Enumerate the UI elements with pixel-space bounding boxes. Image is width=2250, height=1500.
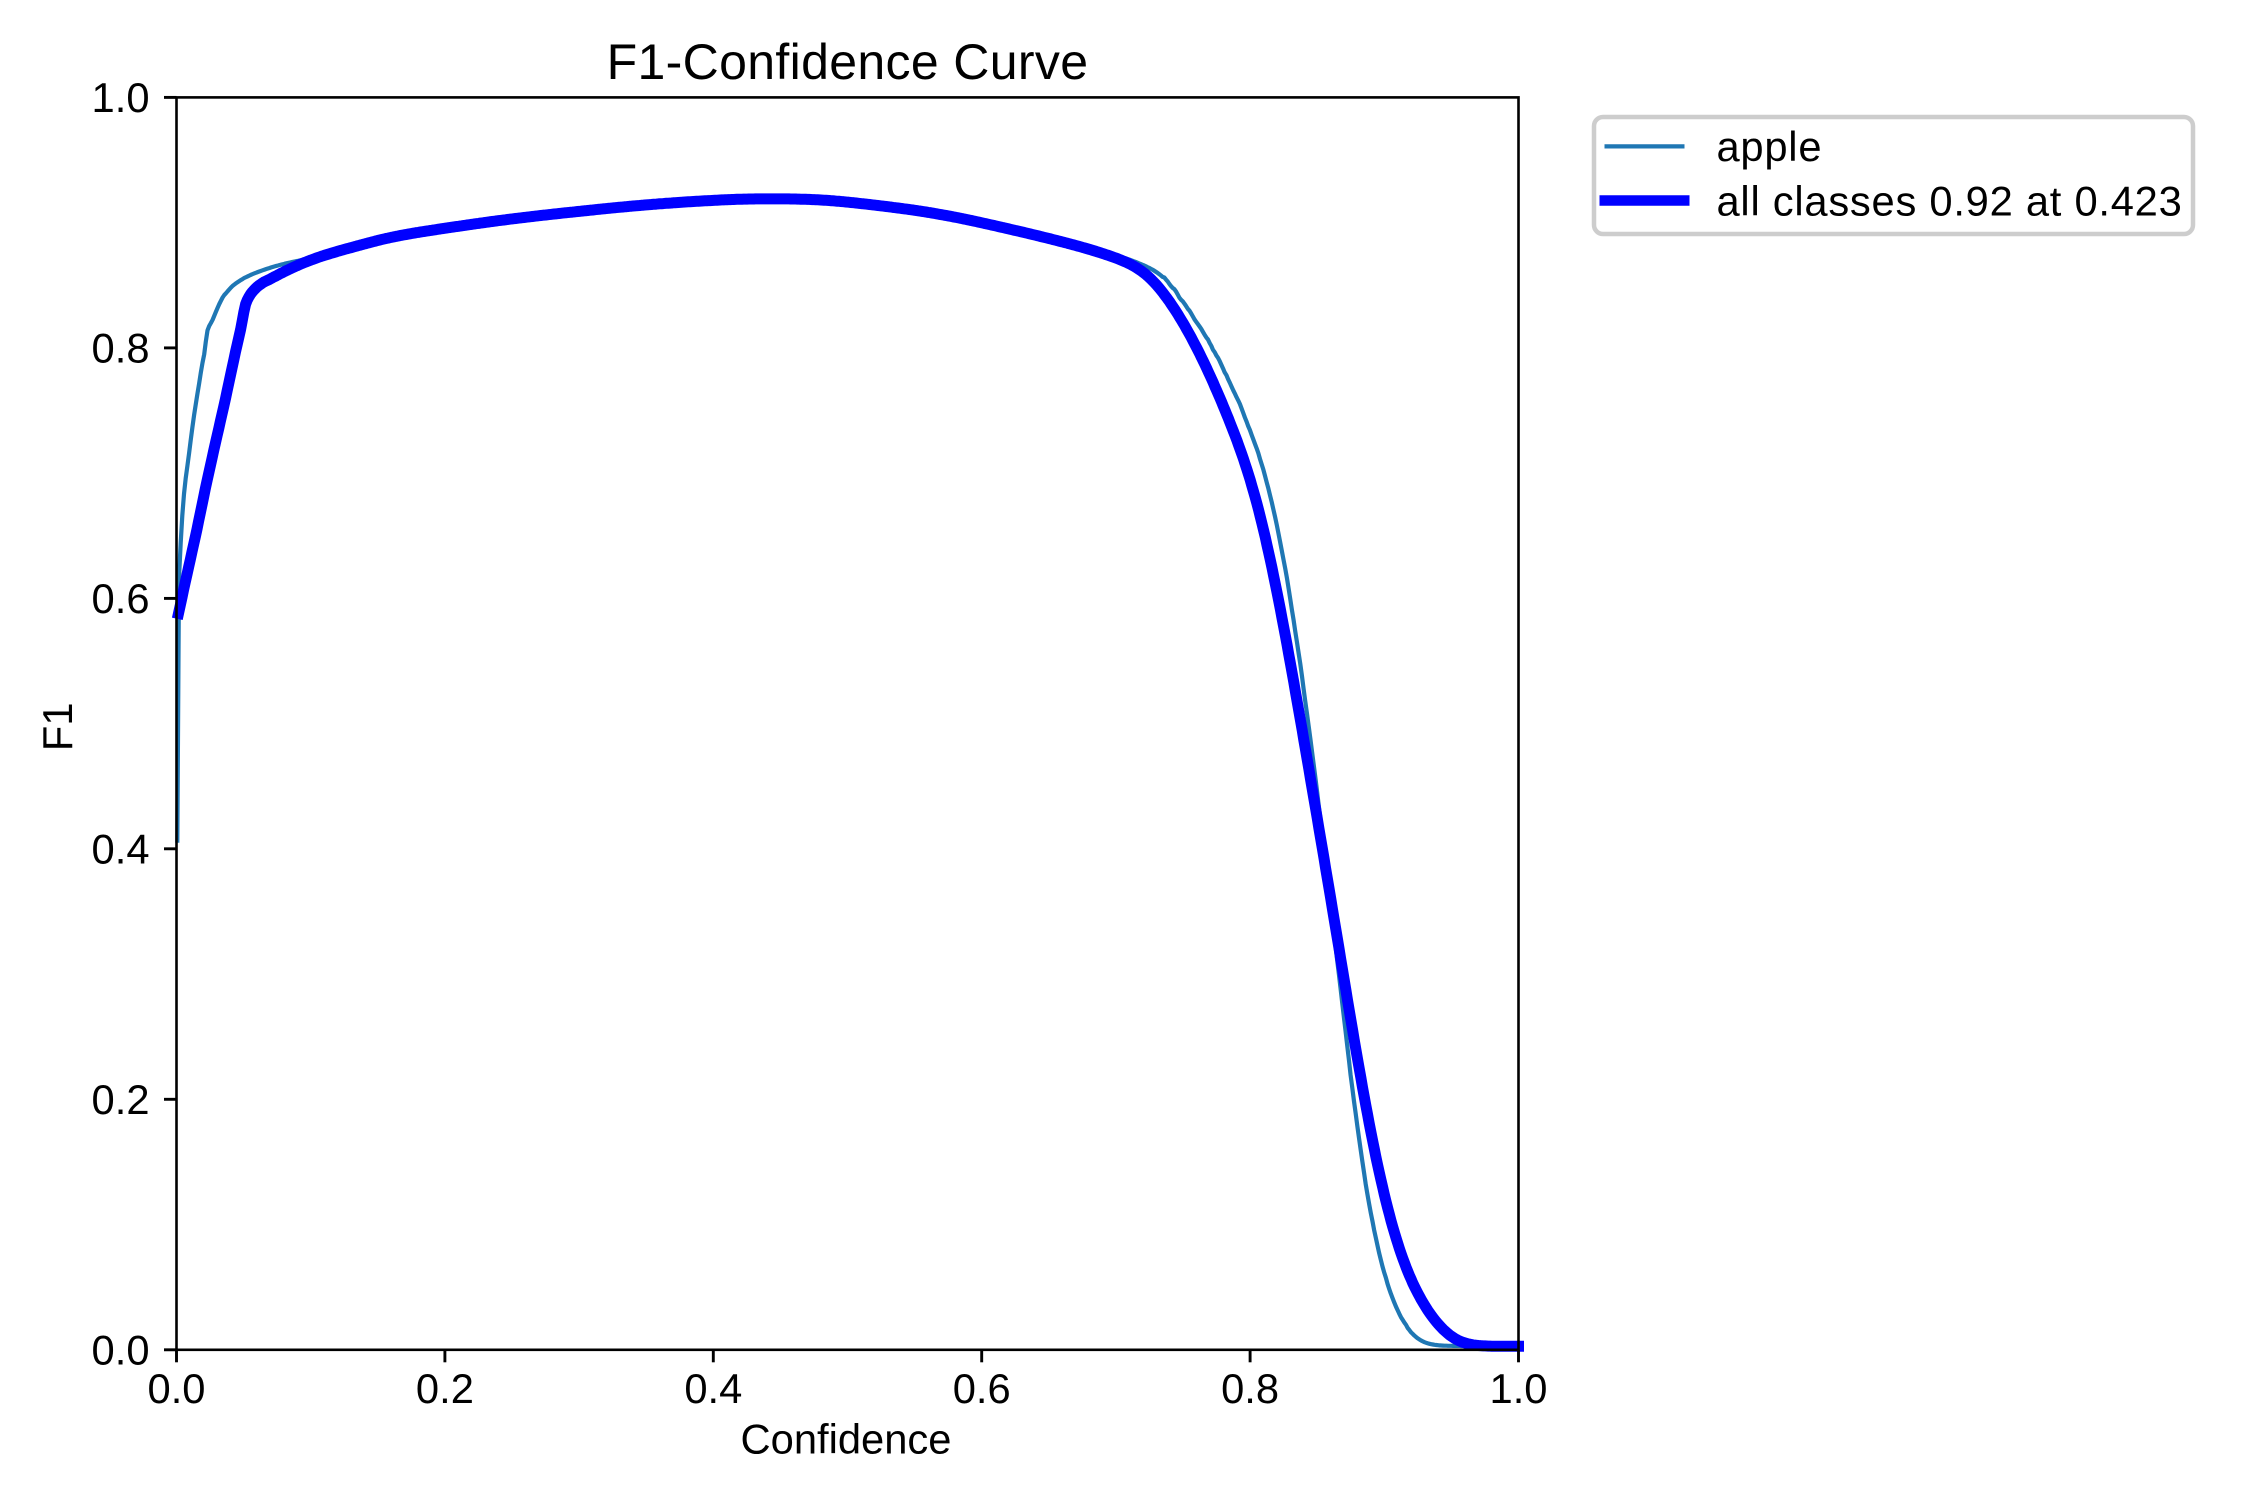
svg-text:0.6: 0.6 xyxy=(953,1365,1011,1412)
svg-text:0.2: 0.2 xyxy=(92,1076,150,1123)
svg-text:0.2: 0.2 xyxy=(416,1365,474,1412)
svg-text:0.4: 0.4 xyxy=(92,825,150,872)
svg-text:1.0: 1.0 xyxy=(1490,1365,1548,1412)
svg-text:apple: apple xyxy=(1717,123,1823,170)
svg-text:0.0: 0.0 xyxy=(148,1365,206,1412)
svg-text:F1-Confidence Curve: F1-Confidence Curve xyxy=(607,34,1089,90)
svg-text:0.8: 0.8 xyxy=(1221,1365,1279,1412)
svg-text:1.0: 1.0 xyxy=(92,74,150,121)
svg-text:all classes 0.92 at 0.423: all classes 0.92 at 0.423 xyxy=(1717,178,2183,225)
svg-text:Confidence: Confidence xyxy=(741,1416,952,1463)
svg-text:0.4: 0.4 xyxy=(684,1365,742,1412)
svg-text:0.0: 0.0 xyxy=(92,1326,150,1373)
svg-text:0.8: 0.8 xyxy=(92,325,150,372)
svg-text:0.6: 0.6 xyxy=(92,575,150,622)
svg-text:F1: F1 xyxy=(34,702,81,751)
